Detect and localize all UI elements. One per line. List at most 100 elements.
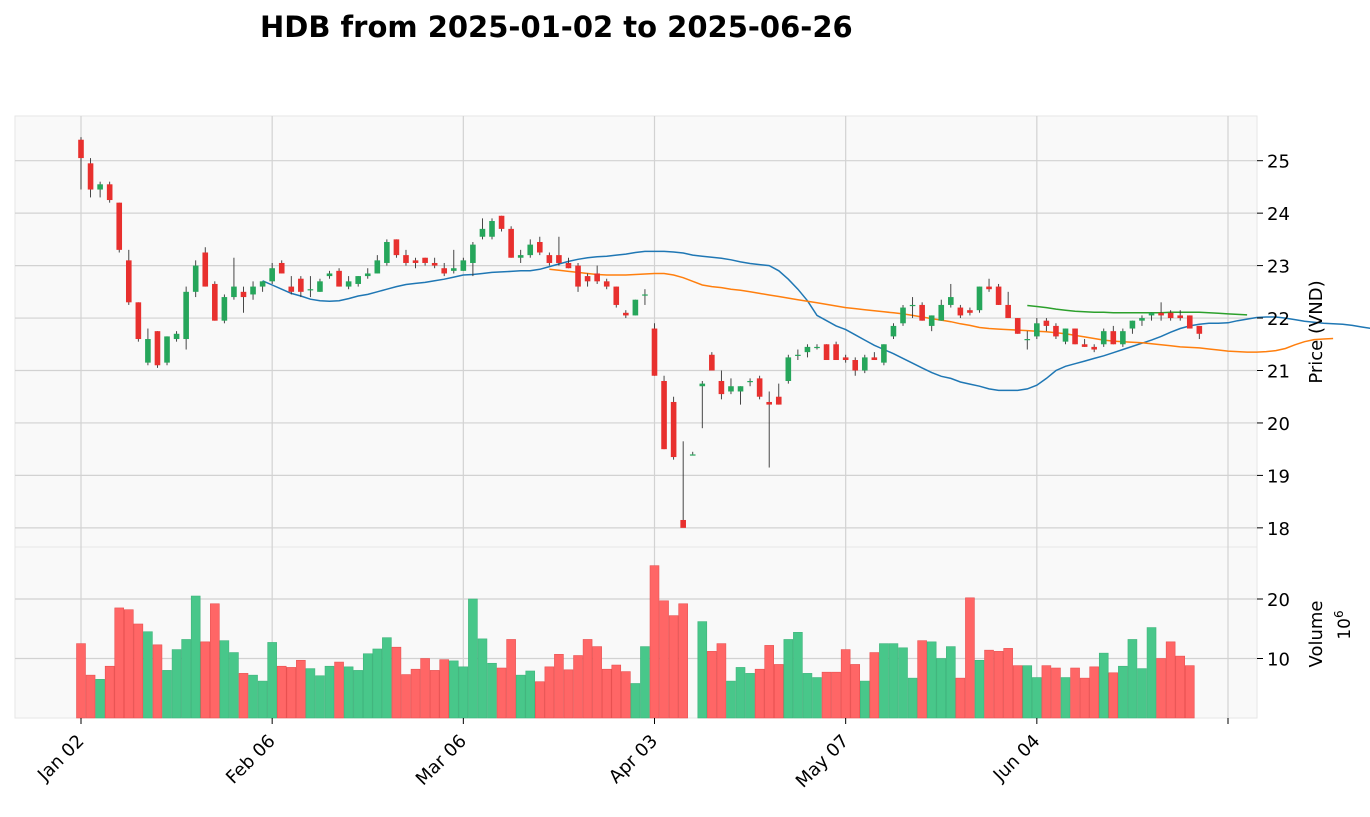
volume-bar (334, 661, 344, 719)
candle-body (804, 346, 811, 353)
volume-bar (668, 615, 679, 719)
volume-bar (515, 674, 526, 719)
candle-body (919, 304, 925, 321)
volume-bar (812, 677, 822, 719)
volume-bar (276, 665, 287, 719)
candle-body (747, 380, 753, 383)
volume-bar (582, 639, 593, 719)
candle-body (412, 260, 419, 263)
volume-bar (907, 677, 918, 719)
candle-body (87, 163, 94, 190)
x-tick-label: Feb 06 (222, 731, 280, 789)
candle-body (288, 286, 295, 292)
volume-bar (506, 639, 516, 719)
volume-bar (773, 664, 784, 719)
candle-body (317, 281, 323, 292)
candle-body (967, 310, 973, 313)
candle-body (842, 357, 849, 361)
candle-body (1081, 344, 1088, 347)
volume-bar (429, 670, 440, 719)
candle-body (145, 339, 151, 363)
price-tick-label: 19 (1267, 466, 1290, 487)
candle-body (575, 265, 581, 287)
volume-bar (888, 643, 899, 719)
volume-bar (1127, 639, 1138, 719)
candle-body (775, 396, 782, 405)
volume-bar (1070, 667, 1080, 719)
volume-bar (601, 668, 612, 719)
candle-body (78, 139, 84, 159)
volume-bar (1165, 641, 1176, 719)
volume-bar (124, 609, 134, 719)
candle-body (1091, 346, 1097, 350)
x-tick-label: Jan 02 (33, 731, 88, 786)
x-tick-label: Jun 04 (989, 731, 1045, 787)
moving-average-ma1 (262, 250, 1370, 392)
chart-title: HDB from 2025-01-02 to 2025-06-26 (260, 10, 853, 44)
candle-body (1100, 331, 1107, 345)
volume-bar (286, 667, 297, 719)
candle-body (1034, 323, 1040, 337)
volume-bar (1184, 665, 1195, 719)
candle-body (670, 401, 677, 458)
candle-body (728, 386, 734, 392)
volume-bar (1012, 665, 1023, 719)
candle-body (632, 299, 639, 316)
candle-body (460, 260, 467, 271)
candle-body (1043, 320, 1050, 326)
candle-body (651, 328, 658, 376)
candle-body (164, 336, 170, 363)
volume-bar (267, 642, 277, 719)
candle-body (278, 262, 285, 274)
candle-body (336, 270, 342, 287)
candle-body (374, 260, 381, 274)
volume-bar (487, 662, 497, 719)
candle-body (1196, 325, 1203, 334)
volume-bar (869, 652, 880, 719)
candle-body (1072, 328, 1078, 345)
candle-body (1167, 312, 1174, 319)
volume-tick-label: 20 (1267, 590, 1290, 611)
price-tick-label: 23 (1267, 257, 1290, 278)
candle-body (508, 228, 514, 258)
volume-bar (563, 669, 574, 719)
candle-body (231, 286, 237, 298)
volume-bar (926, 641, 937, 719)
candle-body (737, 386, 744, 392)
candle-body (470, 244, 476, 263)
volume-bar (1108, 672, 1119, 719)
y-axis-label: Price (VND) (1306, 280, 1327, 383)
candle-body (517, 255, 524, 258)
volume-bar (544, 666, 555, 719)
volume-bar (993, 651, 1004, 719)
candle-body (1139, 318, 1145, 321)
candle-body (814, 346, 820, 349)
volume-bar (229, 652, 239, 719)
volume-bar (296, 659, 306, 719)
volume-bar (716, 643, 727, 719)
volume-bar (678, 603, 688, 719)
candle-body (1120, 331, 1126, 345)
volume-bar (649, 565, 660, 719)
volume-tick-label: 10 (1267, 650, 1290, 671)
volume-bar (802, 673, 813, 719)
candle-body (537, 241, 543, 253)
candle-body (546, 255, 553, 263)
candle-body (269, 268, 275, 282)
candle-body (852, 360, 859, 371)
candle-body (97, 184, 103, 190)
candle-body (986, 286, 992, 290)
candle-body (680, 519, 686, 528)
volume-bar (592, 646, 602, 719)
x-tick-label: Mar 06 (412, 731, 471, 790)
volume-axis-label: Volume (1306, 601, 1327, 668)
volume-bar (219, 640, 230, 719)
volume-bar (525, 670, 536, 719)
x-tick-label: Apr 03 (605, 731, 662, 788)
candle-body (709, 354, 715, 371)
candle-body (1186, 315, 1193, 329)
candle-body (364, 273, 371, 277)
candle-body (106, 184, 113, 201)
candle-body (584, 276, 591, 282)
candle-body (1158, 312, 1164, 316)
